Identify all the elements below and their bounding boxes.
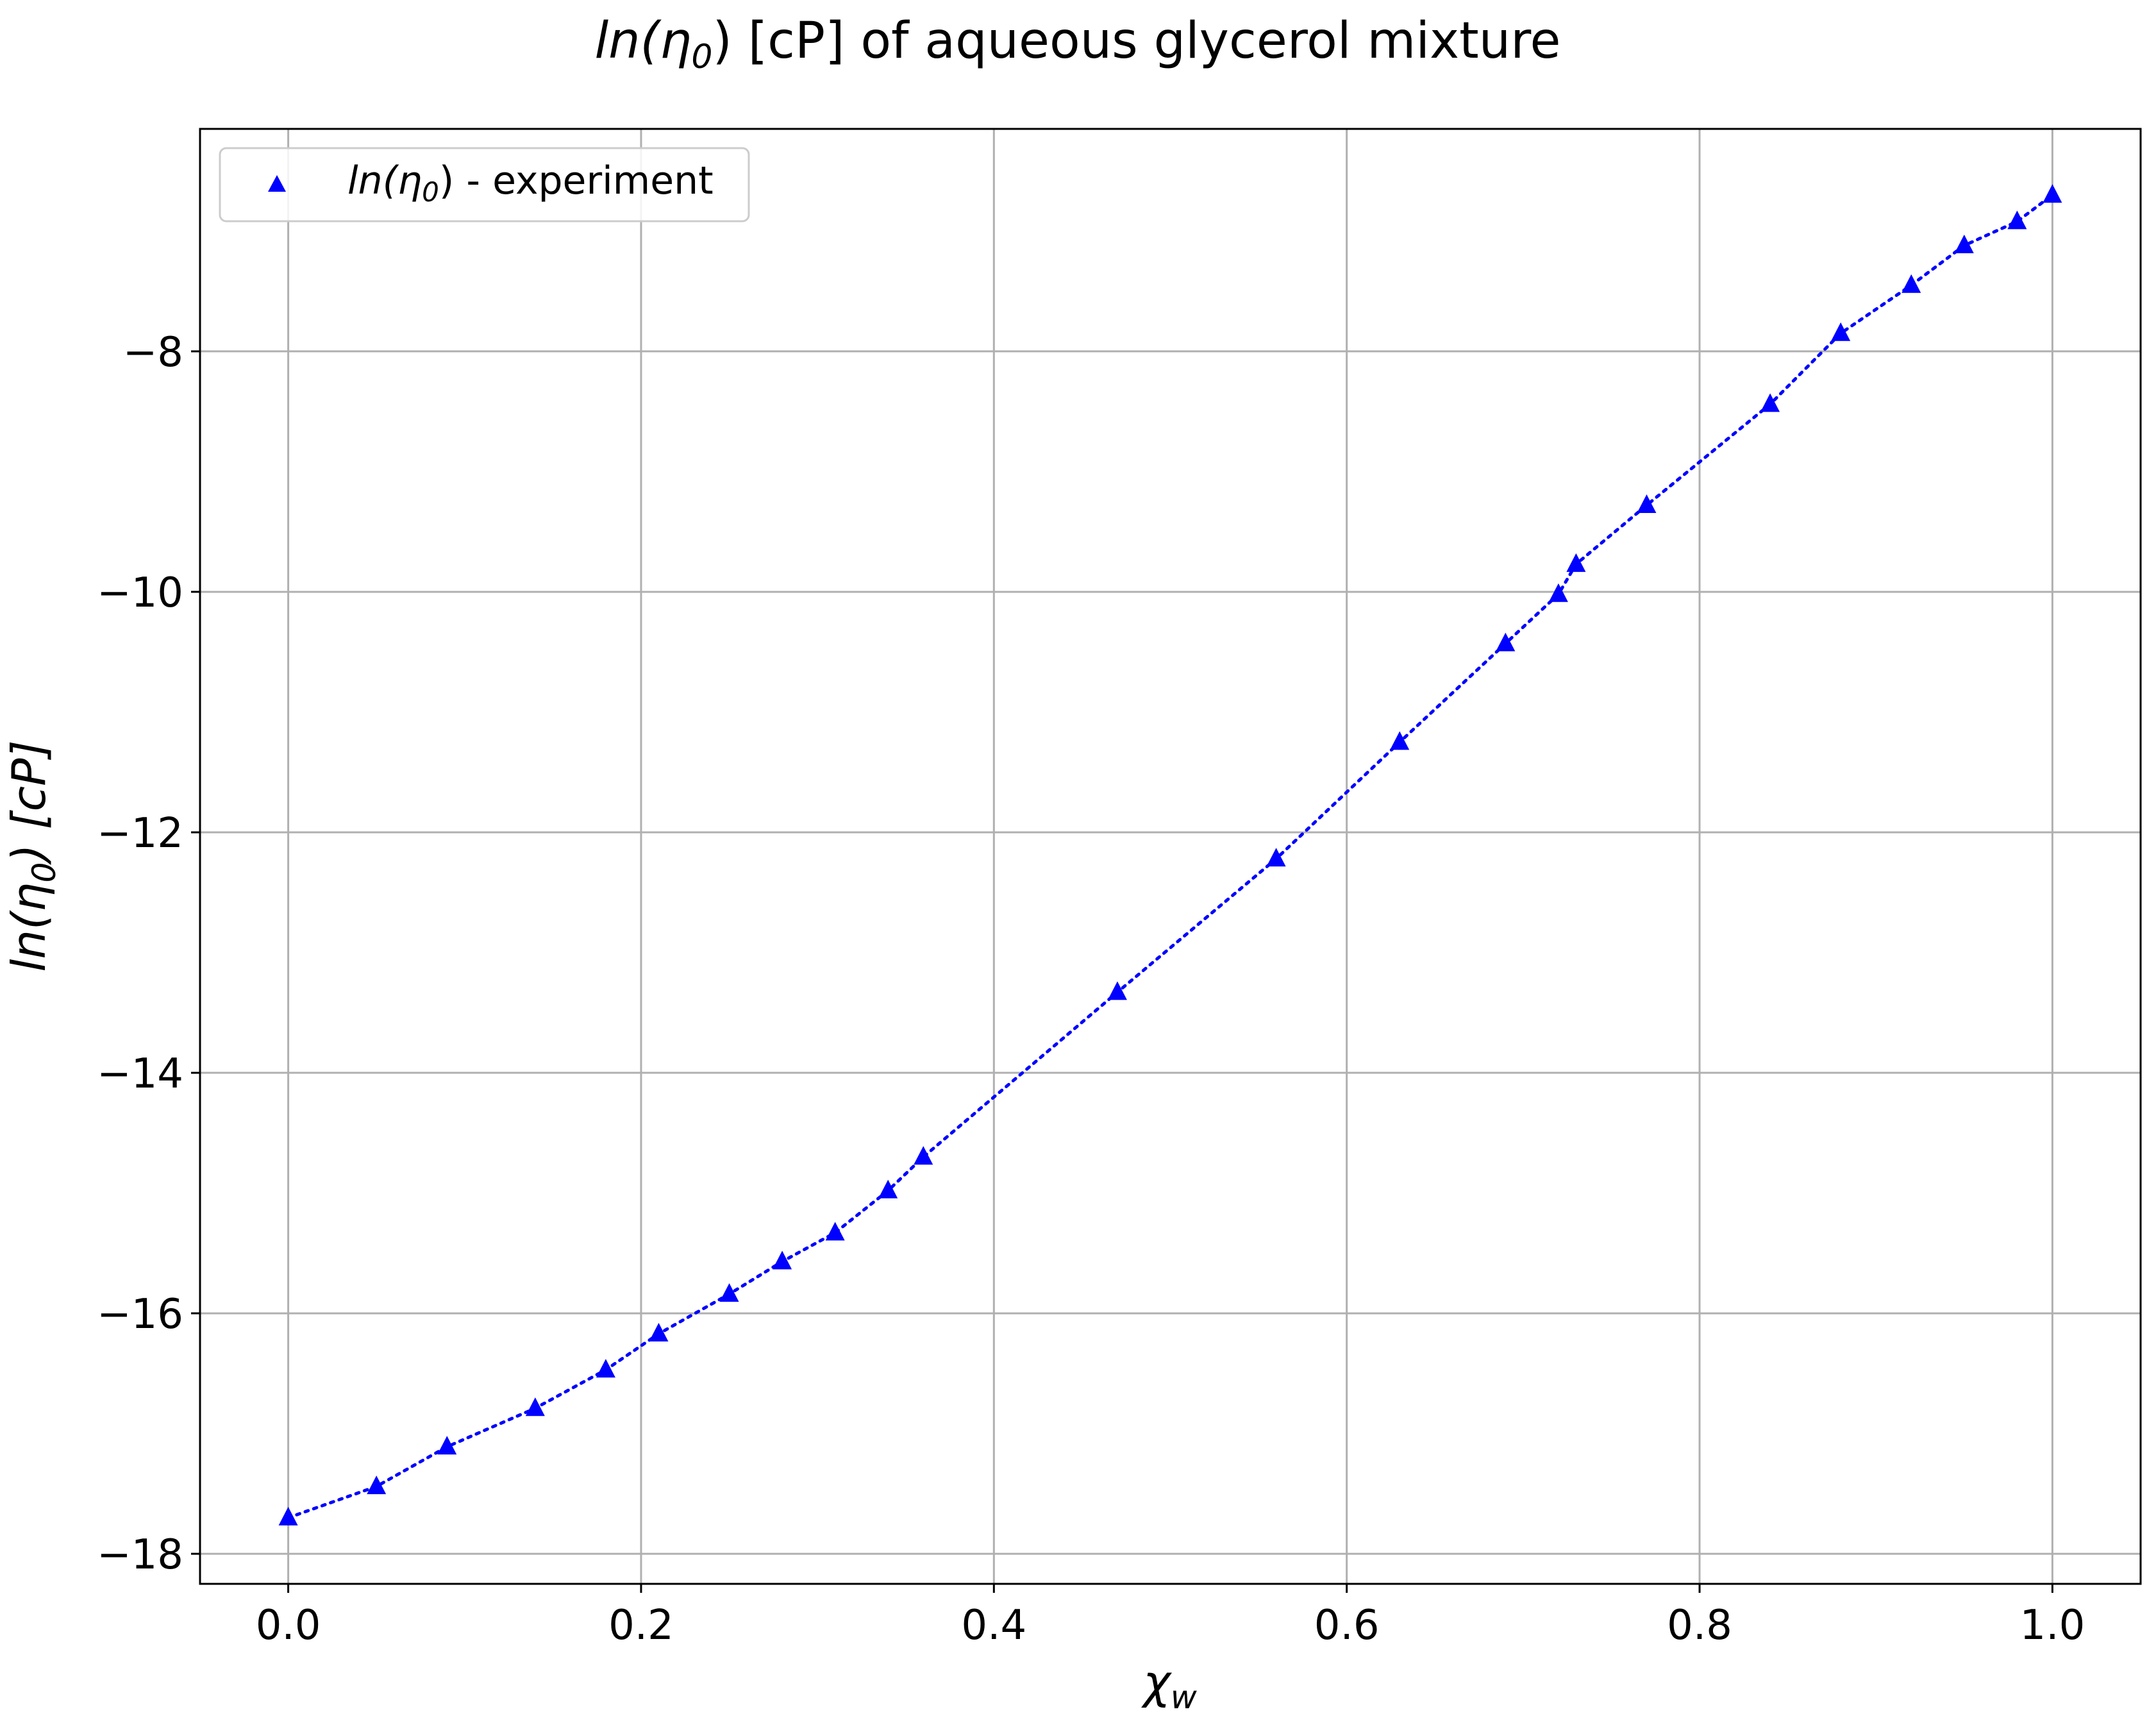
data-point-triangle [596,1359,615,1378]
y-axis-label: ln(η0) [cP] [2,740,63,971]
y-tick-label: −14 [97,1050,183,1098]
series-markers [278,184,2062,1525]
data-point-triangle [1901,274,1921,293]
data-point-triangle [773,1250,792,1270]
y-tick-label: −12 [97,810,183,857]
data-point-triangle [878,1179,898,1198]
data-point-triangle [1107,981,1127,1000]
y-tick-label: −18 [97,1531,183,1579]
data-point-triangle [1637,494,1657,513]
data-point-triangle [1831,322,1851,341]
data-point-triangle [1496,632,1516,651]
x-tick-label: 0.6 [1314,1602,1380,1649]
data-point-triangle [719,1283,739,1302]
data-point-triangle [1760,393,1780,412]
grid [200,129,2141,1584]
x-tick-label: 0.0 [256,1602,321,1649]
plot-frame [199,128,2142,1585]
x-tick-label: 0.2 [608,1602,674,1649]
data-point-triangle [1390,731,1410,750]
data-point-triangle [2007,210,2027,230]
data-point-triangle [367,1475,387,1495]
data-point-triangle [649,1322,669,1341]
data-point-triangle [2043,184,2062,203]
y-tick-label: −16 [97,1291,183,1338]
legend-marker-triangle [268,175,286,192]
data-point-triangle [914,1146,933,1165]
data-point-triangle [525,1397,545,1416]
data-point-triangle [1266,848,1286,867]
data-point-triangle [825,1222,845,1241]
y-tick-label: −8 [123,329,183,376]
x-tick-label: 0.8 [1667,1602,1732,1649]
y-tick-label: −10 [97,569,183,617]
series-dotted-line [287,193,2054,1520]
data-point-triangle [1548,583,1568,602]
legend: ln(η0) - experiment [219,147,750,223]
data-point-triangle [1566,553,1586,572]
data-point-triangle [1954,234,1974,253]
x-axis-ticks: 0.0 0.2 0.4 0.6 0.8 1.0 [256,1584,2085,1649]
x-axis-label: χw [1141,1655,1197,1716]
legend-box [219,147,750,223]
legend-label: ln(η0) - experiment [347,158,714,208]
x-tick-label: 0.4 [961,1602,1026,1649]
y-axis-ticks: −8 −10 −12 −14 −16 −18 [97,329,200,1579]
data-point-triangle [278,1506,298,1525]
x-tick-label: 1.0 [2020,1602,2085,1649]
data-point-triangle [437,1436,457,1455]
chart-title: ln(η0) [cP] of aqueous glycerol mixture [594,12,1560,76]
series-line [287,193,2054,1520]
